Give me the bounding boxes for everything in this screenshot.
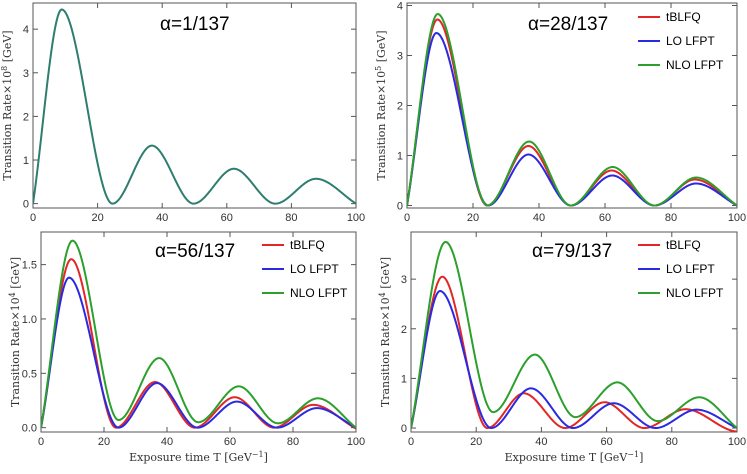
y-axis-label: Transition Rate×104 [GeV] bbox=[8, 257, 22, 407]
x-tick-label: 80 bbox=[665, 212, 677, 224]
y-axis-label: Transition Rate×105 [GeV] bbox=[374, 30, 388, 180]
y-tick-label: 4 bbox=[397, 1, 403, 13]
y-tick-label: 1.5 bbox=[22, 260, 37, 272]
y-tick-label: 2 bbox=[401, 324, 407, 336]
x-tick-label: 40 bbox=[533, 212, 545, 224]
y-axis-label: Transition Rate×104 [GeV] bbox=[378, 257, 392, 407]
legend-entry: NLO LFPT bbox=[290, 286, 348, 300]
x-tick-label: 60 bbox=[599, 212, 611, 224]
y-axis-label: Transition Rate×108 [GeV] bbox=[0, 30, 14, 180]
x-tick-label: 20 bbox=[470, 436, 482, 448]
x-tick-label: 60 bbox=[224, 436, 236, 448]
y-tick-label: 0 bbox=[397, 201, 403, 213]
y-tick-label: 0 bbox=[401, 423, 407, 435]
x-tick-label: 40 bbox=[161, 436, 173, 448]
plot-frame bbox=[32, 2, 357, 209]
y-tick-label: 2 bbox=[397, 101, 403, 113]
legend-entry: tBLFQ bbox=[666, 238, 701, 252]
y-tick-label: 3 bbox=[401, 274, 407, 286]
plot-frame bbox=[410, 231, 738, 433]
x-tick-label: 60 bbox=[600, 436, 612, 448]
y-tick-label: 3 bbox=[23, 68, 29, 80]
legend-entry: LO LFPT bbox=[290, 262, 339, 276]
x-tick-label: 100 bbox=[347, 212, 365, 224]
x-tick-label: 100 bbox=[728, 212, 746, 224]
series-line-lo-lfpt bbox=[41, 276, 356, 429]
chart-panel-top-right: 0 20 40 60 80 100 0 1 2 3 4 Transition Rate×105 [Ge… bbox=[374, 1, 746, 225]
series-line-nlo-lfpt bbox=[41, 239, 356, 429]
x-tick-label: 0 bbox=[404, 212, 410, 224]
alpha-annotation: α=28/137 bbox=[528, 14, 608, 35]
series-line-nlo-lfpt bbox=[411, 240, 737, 429]
y-tick-label: 3 bbox=[397, 51, 403, 63]
y-tick-label: 0.5 bbox=[22, 368, 37, 380]
x-axis-label: Exposure time T [GeV−1] bbox=[505, 450, 644, 464]
legend-entry: tBLFQ bbox=[290, 238, 325, 252]
x-tick-label: 40 bbox=[535, 436, 547, 448]
plot-frame bbox=[40, 231, 357, 433]
series-line-nlo-lfpt bbox=[407, 12, 737, 207]
y-tick-label: 1 bbox=[401, 373, 407, 385]
y-tick-label: 1 bbox=[397, 151, 403, 163]
legend-entry: NLO LFPT bbox=[666, 58, 724, 72]
alpha-annotation: α=79/137 bbox=[532, 241, 612, 262]
y-tick-label: 1 bbox=[23, 155, 29, 167]
legend-entry: NLO LFPT bbox=[666, 286, 724, 300]
legend-entry: LO LFPT bbox=[666, 34, 715, 48]
chart-panel-bottom-right: 0 20 40 60 80 100 0 1 2 3 Transition Rate×104 [GeV… bbox=[378, 231, 746, 464]
x-tick-label: 100 bbox=[347, 436, 365, 448]
y-tick-label: 0.0 bbox=[22, 423, 37, 435]
x-tick-label: 80 bbox=[666, 436, 678, 448]
x-tick-label: 20 bbox=[98, 436, 110, 448]
x-tick-label: 80 bbox=[287, 436, 299, 448]
x-tick-label: 20 bbox=[467, 212, 479, 224]
x-tick-label: 0 bbox=[30, 212, 36, 224]
y-tick-label: 0 bbox=[23, 199, 29, 211]
x-tick-label: 100 bbox=[728, 436, 746, 448]
alpha-annotation: α=56/137 bbox=[155, 241, 235, 262]
y-tick-label: 1.0 bbox=[22, 314, 37, 326]
legend-entry: tBLFQ bbox=[666, 10, 701, 24]
x-tick-label: 0 bbox=[408, 436, 414, 448]
x-tick-label: 20 bbox=[91, 212, 103, 224]
x-tick-label: 60 bbox=[221, 212, 233, 224]
x-axis-label: Exposure time T [GeV−1] bbox=[129, 450, 268, 464]
series-line-lo-lfpt bbox=[411, 290, 737, 430]
series-line-nlo-lfpt bbox=[33, 8, 356, 205]
alpha-annotation: α=1/137 bbox=[160, 14, 230, 35]
y-tick-label: 4 bbox=[23, 24, 29, 36]
legend-entry: LO LFPT bbox=[666, 262, 715, 276]
x-tick-label: 40 bbox=[156, 212, 168, 224]
x-tick-label: 80 bbox=[285, 212, 297, 224]
chart-panel-top-left: 0 20 40 60 80 100 0 1 2 3 4 Transition Rate×108 [Ge… bbox=[0, 2, 365, 224]
y-tick-label: 2 bbox=[23, 111, 29, 123]
x-tick-label: 0 bbox=[38, 436, 44, 448]
